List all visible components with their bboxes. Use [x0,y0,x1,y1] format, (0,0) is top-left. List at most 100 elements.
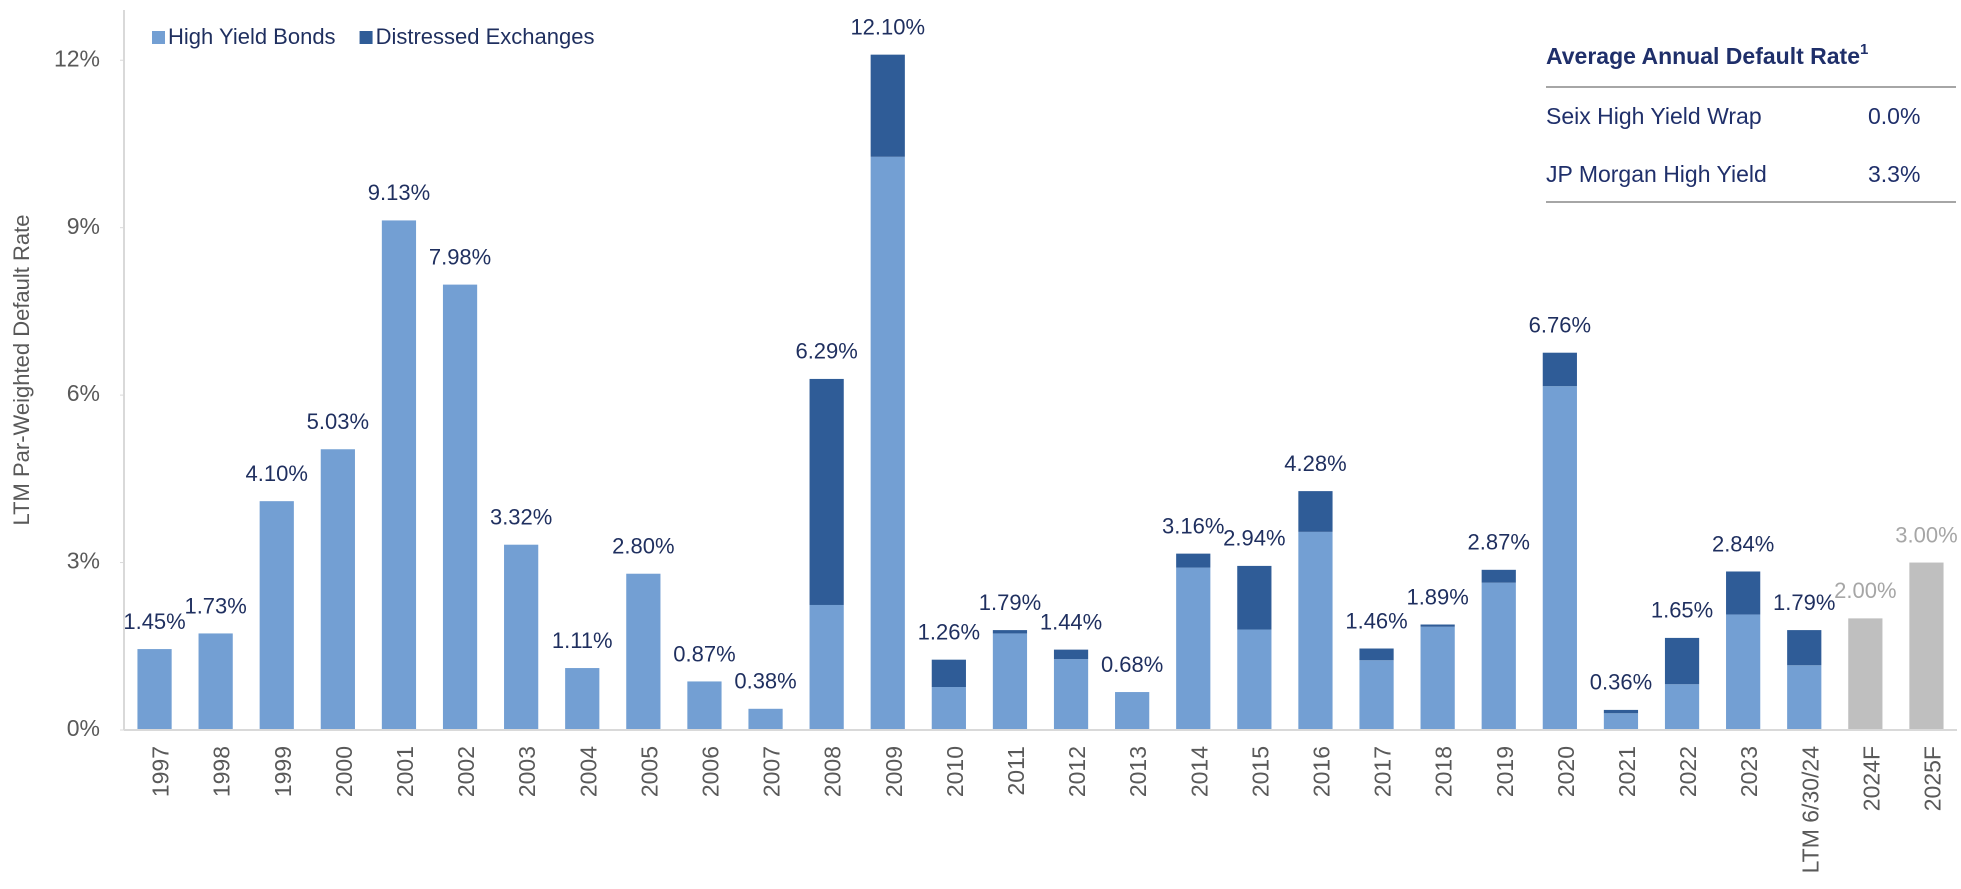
x-tick-label: 2003 [514,746,540,797]
data-label: 9.13% [368,180,430,205]
x-tick-label: 2018 [1431,746,1457,797]
bar-segment [1237,565,1272,630]
data-label: 2.80% [612,534,674,559]
bar-segment [1298,531,1333,730]
bar-segment [1603,713,1639,730]
data-label: 1.79% [979,590,1041,615]
bar-segment [259,501,294,730]
y-axis-label: LTM Par-Weighted Default Rate [9,215,34,526]
x-tick-label: 2000 [331,746,357,797]
data-label: 1.11% [552,628,613,653]
y-tick-label: 6% [67,380,100,406]
data-label: 2.94% [1223,526,1285,551]
bar-segment [1664,684,1700,730]
table-title: Average Annual Default Rate1 [1546,41,1868,69]
legend-swatch [359,31,373,44]
x-tick-label: 2007 [759,746,785,797]
bar-segment [626,573,661,730]
data-label: 3.16% [1162,513,1224,538]
bar-segment [809,604,844,730]
data-label: 1.45% [123,609,185,634]
x-tick-label: 2014 [1186,746,1212,797]
data-label: 1.73% [184,593,246,618]
data-label: 4.10% [246,461,308,486]
bar-segment [320,449,355,730]
data-label: 5.03% [307,409,369,434]
x-tick-label: 2013 [1125,746,1151,797]
bar-segment [992,630,1028,634]
bar-segment [442,284,478,730]
data-label: 7.98% [429,244,491,269]
y-tick-label: 9% [67,213,100,239]
x-tick-label: 2025F [1920,746,1946,811]
table-cell: 0.0% [1868,103,1920,129]
bar-segment [198,633,233,730]
bar-segment [748,708,783,730]
x-tick-label: 2019 [1492,746,1518,797]
data-label: 6.76% [1529,313,1591,338]
bar-segment [809,378,844,605]
bar-segment [870,54,905,157]
bar-segment [1542,386,1577,730]
data-label: 1.79% [1773,590,1835,615]
legend-swatch [152,31,165,44]
x-tick-label: 2009 [881,746,907,797]
data-label: 0.38% [734,669,796,694]
x-tick-label: 2005 [636,746,662,797]
x-tick-label: 1998 [209,746,235,797]
forecast-label: 3.00% [1895,522,1957,547]
x-tick-label: 2020 [1553,746,1579,797]
x-tick-label: 2024F [1858,746,1884,811]
bar-segment [1787,665,1822,730]
bar-segment [1481,569,1516,583]
x-tick-label: 1997 [148,746,174,797]
x-tick-label: 2017 [1370,746,1396,797]
bar-segment [1237,629,1272,730]
data-label: 1.44% [1040,609,1102,634]
data-label: 0.68% [1101,652,1163,677]
bar-segment [1603,709,1639,714]
x-tick-label: 2015 [1247,746,1273,797]
data-label: 0.36% [1590,670,1652,695]
bar-segment [1115,692,1150,730]
data-label: 0.87% [673,641,735,666]
x-tick-label: 2004 [575,746,601,797]
y-tick-label: 0% [67,715,100,741]
bar-segment [870,156,905,730]
bar-segment [1787,630,1822,666]
table-cell: JP Morgan High Yield [1546,161,1767,187]
bar-segment [1053,659,1089,730]
table-title-text: Average Annual Default Rate [1546,43,1860,69]
x-tick-label: 2008 [820,746,846,797]
x-tick-label: 2006 [698,746,724,797]
data-label: 1.26% [918,619,980,644]
bar-segment [1664,637,1700,685]
forecast-bar [1909,562,1944,730]
legend-label: Distressed Exchanges [376,24,595,49]
y-tick-label: 3% [67,548,100,574]
data-label: 4.28% [1284,451,1346,476]
bar-segment [931,687,966,730]
bar-segment [504,544,539,730]
x-tick-label: 2023 [1736,746,1762,797]
bar-segment [1726,614,1761,730]
bar-segment [1359,660,1394,730]
data-label: 1.46% [1345,608,1407,633]
x-tick-label: 2001 [392,746,418,797]
data-label: 2.87% [1468,530,1530,555]
forecast-bar [1848,618,1883,730]
bar-segment [1053,649,1089,660]
bar-segment [931,659,966,688]
data-label: 2.84% [1712,531,1774,556]
bar-segment [565,668,600,730]
x-tick-label: 2022 [1675,746,1701,797]
x-tick-label: 2002 [453,746,479,797]
bar-segment [137,649,172,730]
bar-segment [1298,491,1333,532]
bar-segment [1176,553,1211,568]
table-cell: 3.3% [1868,161,1920,187]
bar-segment [1359,648,1394,661]
bar-segment [992,633,1028,730]
x-tick-label: 2016 [1309,746,1335,797]
x-tick-label: 2012 [1064,746,1090,797]
